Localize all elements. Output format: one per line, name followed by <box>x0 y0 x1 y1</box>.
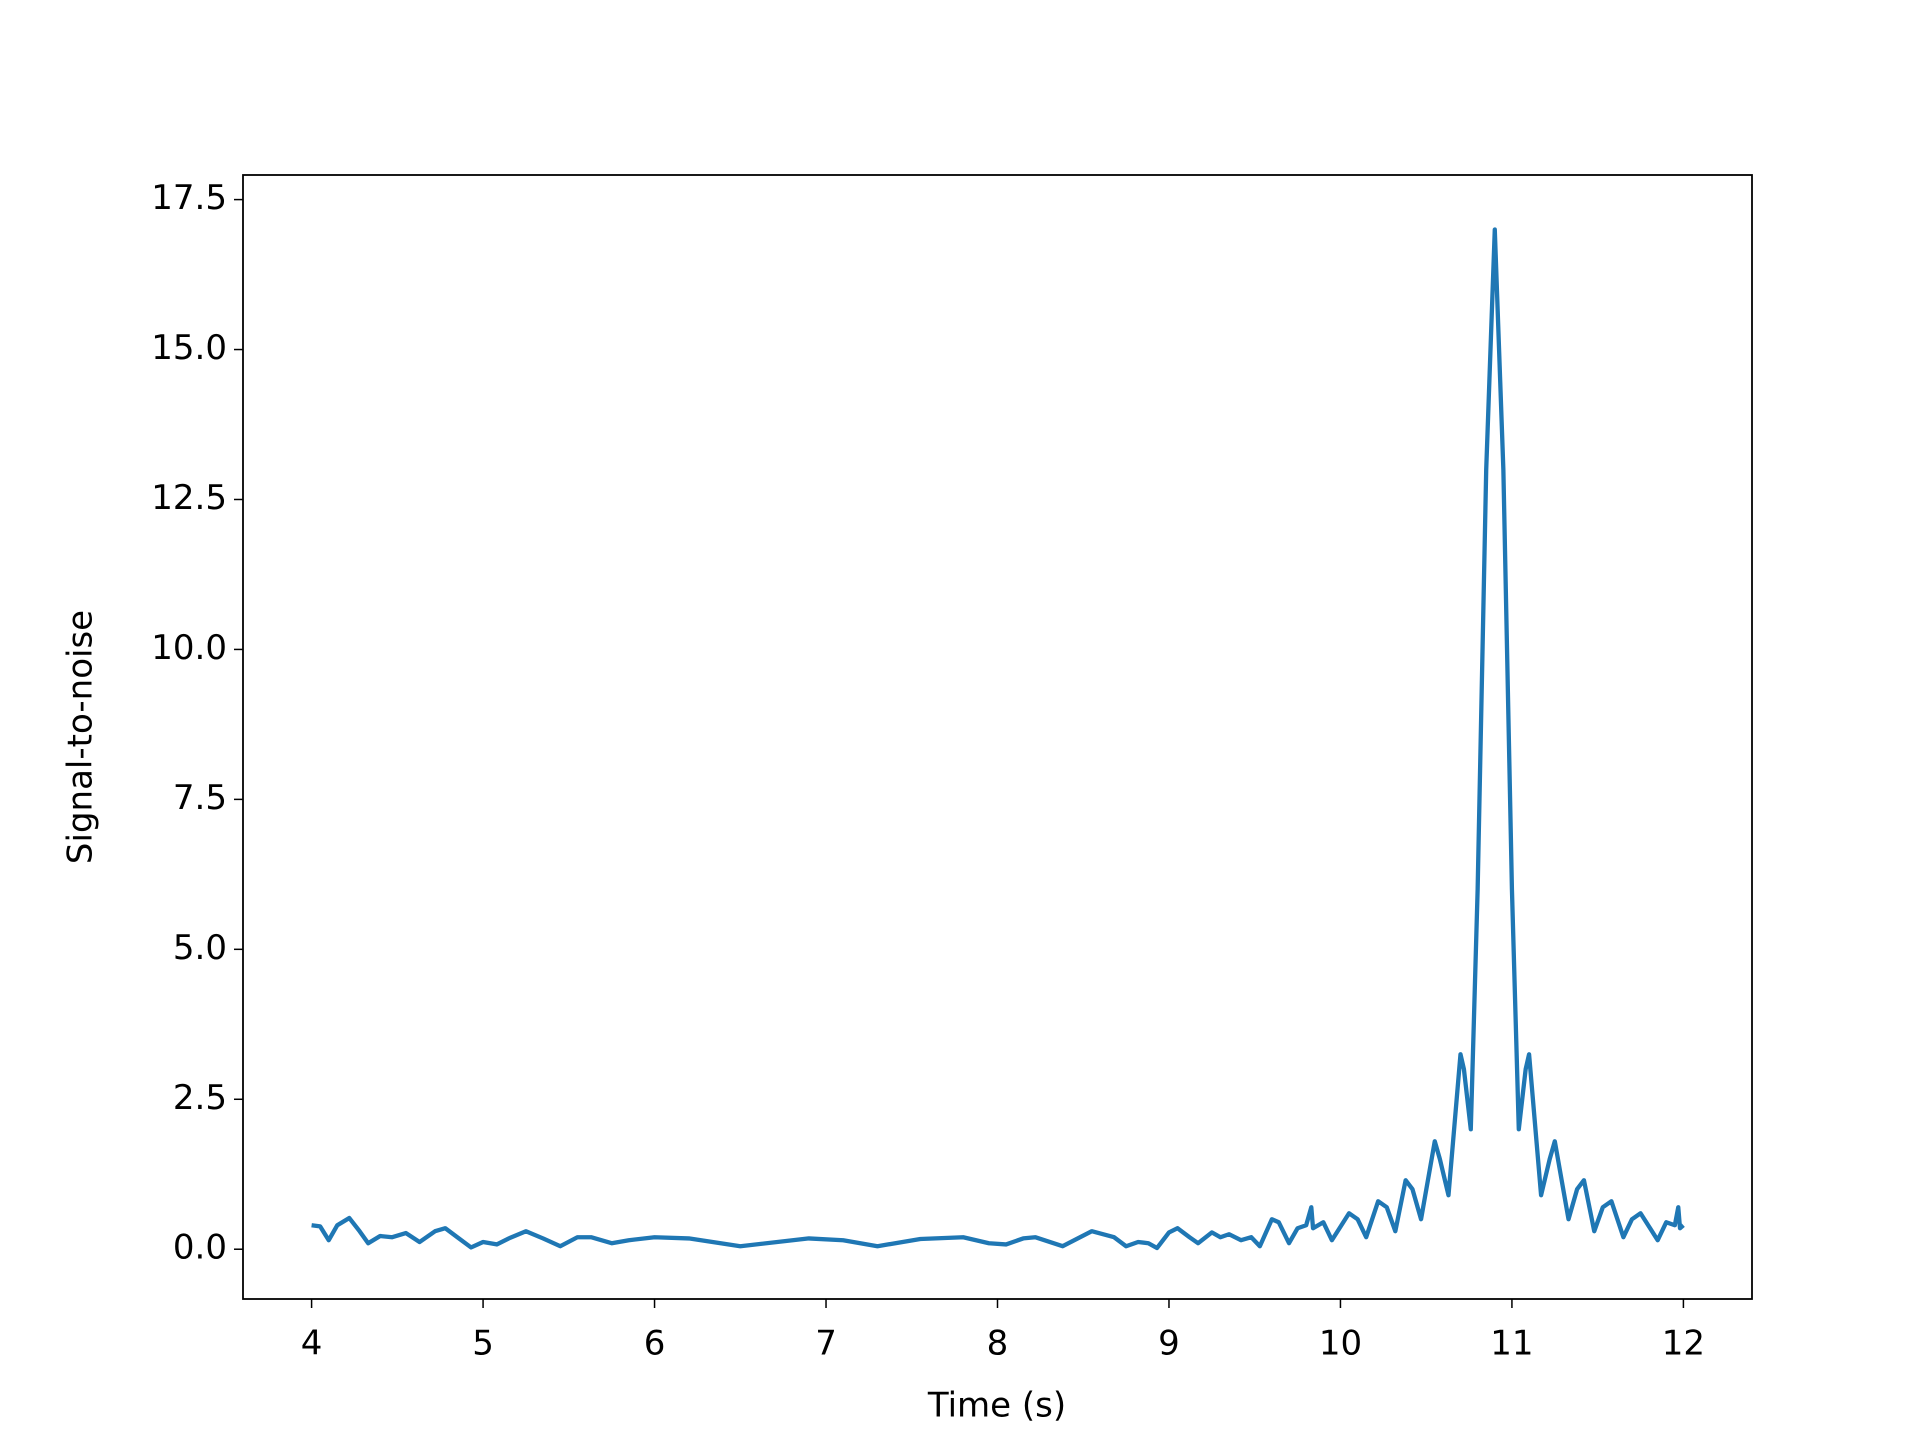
y-tick-label: 0.0 <box>173 1228 227 1268</box>
y-tick-label: 15.0 <box>151 328 227 368</box>
plot-frame <box>242 174 1753 1300</box>
y-tick-label: 17.5 <box>151 178 227 218</box>
x-tick-label: 9 <box>1158 1324 1180 1364</box>
x-tick-label: 10 <box>1319 1324 1362 1364</box>
x-tick-label: 8 <box>987 1324 1009 1364</box>
y-tick-label: 12.5 <box>151 478 227 518</box>
x-tick-label: 5 <box>472 1324 494 1364</box>
y-tick-label: 2.5 <box>173 1078 227 1118</box>
y-tick-label: 10.0 <box>151 628 227 668</box>
y-tick-label: 7.5 <box>173 778 227 818</box>
x-axis-label: Time (s) <box>927 1386 1066 1426</box>
y-tick-label: 5.0 <box>173 928 227 968</box>
x-tick-label: 6 <box>644 1324 666 1364</box>
x-tick-label: 12 <box>1662 1324 1705 1364</box>
x-tick-label: 11 <box>1490 1324 1533 1364</box>
y-axis-label: Signal-to-noise <box>61 610 101 864</box>
x-tick-label: 7 <box>815 1324 837 1364</box>
data-line <box>311 227 1685 1251</box>
x-tick-label: 4 <box>301 1324 323 1364</box>
